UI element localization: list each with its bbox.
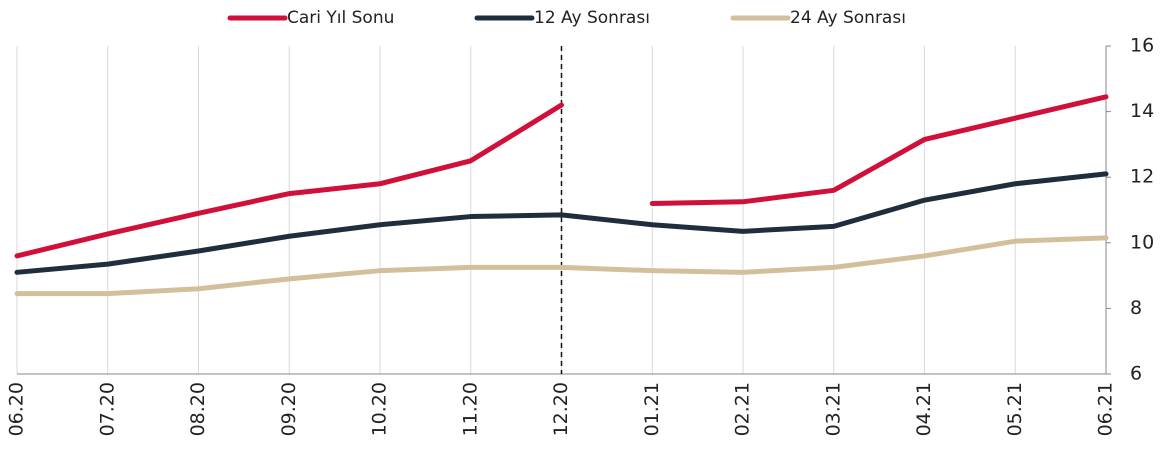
y-tick-label: 10	[1130, 231, 1154, 253]
y-tick-label: 6	[1130, 363, 1142, 385]
y-tick-label: 14	[1130, 100, 1154, 122]
legend-label: Cari Yıl Sonu	[287, 8, 394, 28]
x-tick-label: 02.21	[732, 382, 754, 436]
x-tick-label: 04.21	[913, 382, 935, 436]
x-tick-label: 08.20	[187, 382, 209, 436]
x-tick-label: 09.20	[278, 382, 300, 436]
legend: Cari Yıl Sonu 12 Ay Sonrası 24 Ay Sonrası	[227, 8, 906, 28]
x-tick-label: 12.20	[550, 382, 572, 436]
x-tick-label: 11.20	[459, 382, 481, 436]
line	[14, 102, 564, 259]
y-tick-label: 8	[1130, 297, 1142, 319]
x-tick-label: 06.20	[6, 382, 28, 436]
x-tick-label: 06.21	[1095, 382, 1117, 436]
legend-label: 24 Ay Sonrası	[790, 8, 906, 28]
y-tick-label: 12	[1130, 166, 1154, 188]
x-tick-label: 10.20	[369, 382, 391, 436]
x-tick-label: 03.21	[822, 382, 844, 436]
x-tick-label: 07.20	[96, 382, 118, 436]
legend-label: 12 Ay Sonrası	[534, 8, 650, 28]
x-tick-label: 05.21	[1004, 382, 1026, 436]
line	[649, 94, 1109, 206]
y-tick-label: 16	[1130, 35, 1154, 57]
line	[14, 171, 1109, 275]
x-tick-label: 01.21	[641, 382, 663, 436]
line	[14, 235, 1109, 297]
